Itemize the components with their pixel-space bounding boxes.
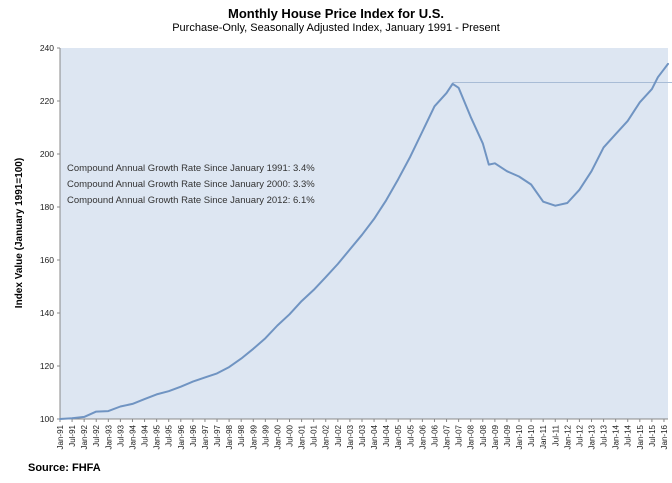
y-axis-label: Index Value (January 1991=100) bbox=[14, 158, 25, 308]
x-tick-label: Jan-13 bbox=[587, 424, 596, 449]
x-tick-label: Jan-14 bbox=[612, 424, 621, 449]
x-axis: Jan-91 Jul-91 Jan-92 Jul-92 Jan-93 Jul-93 Jan-… bbox=[56, 418, 669, 449]
x-tick-label: Jul-98 bbox=[237, 424, 246, 446]
x-tick-label: Jul-93 bbox=[116, 424, 125, 446]
cagr-2012-annotation: Compound Annual Growth Rate Since Januar… bbox=[67, 195, 315, 206]
x-tick-label: Jul-00 bbox=[286, 424, 295, 446]
x-tick-label: Jul-95 bbox=[165, 424, 174, 446]
x-tick-label: Jul-07 bbox=[455, 424, 464, 446]
x-tick-label: Jul-14 bbox=[624, 424, 633, 446]
x-tick-label: Jan-94 bbox=[128, 424, 137, 449]
x-tick-label: Jul-92 bbox=[92, 424, 101, 446]
y-tick-label: 140 bbox=[40, 308, 54, 318]
cagr-2000-annotation: Compound Annual Growth Rate Since Januar… bbox=[67, 179, 315, 190]
x-tick-label: Jul-96 bbox=[189, 424, 198, 446]
y-tick-label: 240 bbox=[40, 43, 54, 53]
x-tick-label: Jul-01 bbox=[310, 424, 319, 446]
y-tick-label: 120 bbox=[40, 361, 54, 371]
x-tick-label: Jan-09 bbox=[491, 424, 500, 449]
y-tick-label: 200 bbox=[40, 149, 54, 159]
x-tick-label: Jan-01 bbox=[298, 424, 307, 449]
x-tick-label: Jan-00 bbox=[273, 424, 282, 449]
x-tick-label: Jan-11 bbox=[539, 424, 548, 448]
x-tick-label: Jul-08 bbox=[479, 424, 488, 446]
x-tick-label: Jan-96 bbox=[177, 424, 186, 449]
x-tick-label: Jan-93 bbox=[104, 424, 113, 449]
x-tick-label: Jul-05 bbox=[406, 424, 415, 446]
chart-title: Monthly House Price Index for U.S. bbox=[228, 6, 444, 21]
x-tick-label: Jan-12 bbox=[563, 424, 572, 449]
x-tick-label: Jul-91 bbox=[68, 424, 77, 446]
x-tick-label: Jan-97 bbox=[201, 424, 210, 449]
x-tick-label: Jan-98 bbox=[225, 424, 234, 449]
y-tick-label: 180 bbox=[40, 202, 54, 212]
x-tick-label: Jan-02 bbox=[322, 424, 331, 449]
x-tick-label: Jul-11 bbox=[551, 424, 560, 446]
x-tick-label: Jul-13 bbox=[600, 424, 609, 446]
x-tick-label: Jul-15 bbox=[648, 424, 657, 446]
x-tick-label: Jan-06 bbox=[418, 424, 427, 449]
x-tick-label: Jul-99 bbox=[261, 424, 270, 446]
x-tick-label: Jan-04 bbox=[370, 424, 379, 449]
x-tick-label: Jul-06 bbox=[430, 424, 439, 446]
x-tick-label: Jan-03 bbox=[346, 424, 355, 449]
x-tick-label: Jan-95 bbox=[153, 424, 162, 449]
x-tick-label: Jul-94 bbox=[141, 424, 150, 446]
x-tick-label: Jan-05 bbox=[394, 424, 403, 449]
y-tick-label: 160 bbox=[40, 255, 54, 265]
x-tick-label: Jan-15 bbox=[636, 424, 645, 449]
x-tick-label: Jan-07 bbox=[443, 424, 452, 449]
y-tick-label: 100 bbox=[40, 414, 54, 424]
x-tick-label: Jan-10 bbox=[515, 424, 524, 449]
series-layer bbox=[59, 62, 669, 420]
x-tick-label: Jul-10 bbox=[527, 424, 536, 446]
x-tick-label: Jan-92 bbox=[80, 424, 89, 449]
x-tick-label: Jul-09 bbox=[503, 424, 512, 446]
x-tick-label: Jul-04 bbox=[382, 424, 391, 446]
x-tick-label: Jul-97 bbox=[213, 424, 222, 446]
x-tick-label: Jan-91 bbox=[56, 424, 65, 449]
source-note: Source: FHFA bbox=[28, 462, 101, 474]
x-tick-label: Jan-08 bbox=[467, 424, 476, 449]
x-tick-label: Jul-12 bbox=[575, 424, 584, 446]
x-tick-label: Jan-16 bbox=[660, 424, 669, 449]
y-tick-label: 220 bbox=[40, 96, 54, 106]
hpi-series-line bbox=[59, 62, 669, 420]
chart-subtitle: Purchase-Only, Seasonally Adjusted Index… bbox=[172, 22, 500, 34]
x-tick-label: Jan-99 bbox=[249, 424, 258, 449]
y-axis: 100 120 140 160 180 200 220 240 bbox=[40, 43, 61, 424]
x-tick-label: Jul-02 bbox=[334, 424, 343, 446]
x-tick-label: Jul-03 bbox=[358, 424, 367, 446]
cagr-1991-annotation: Compound Annual Growth Rate Since Januar… bbox=[67, 163, 315, 174]
